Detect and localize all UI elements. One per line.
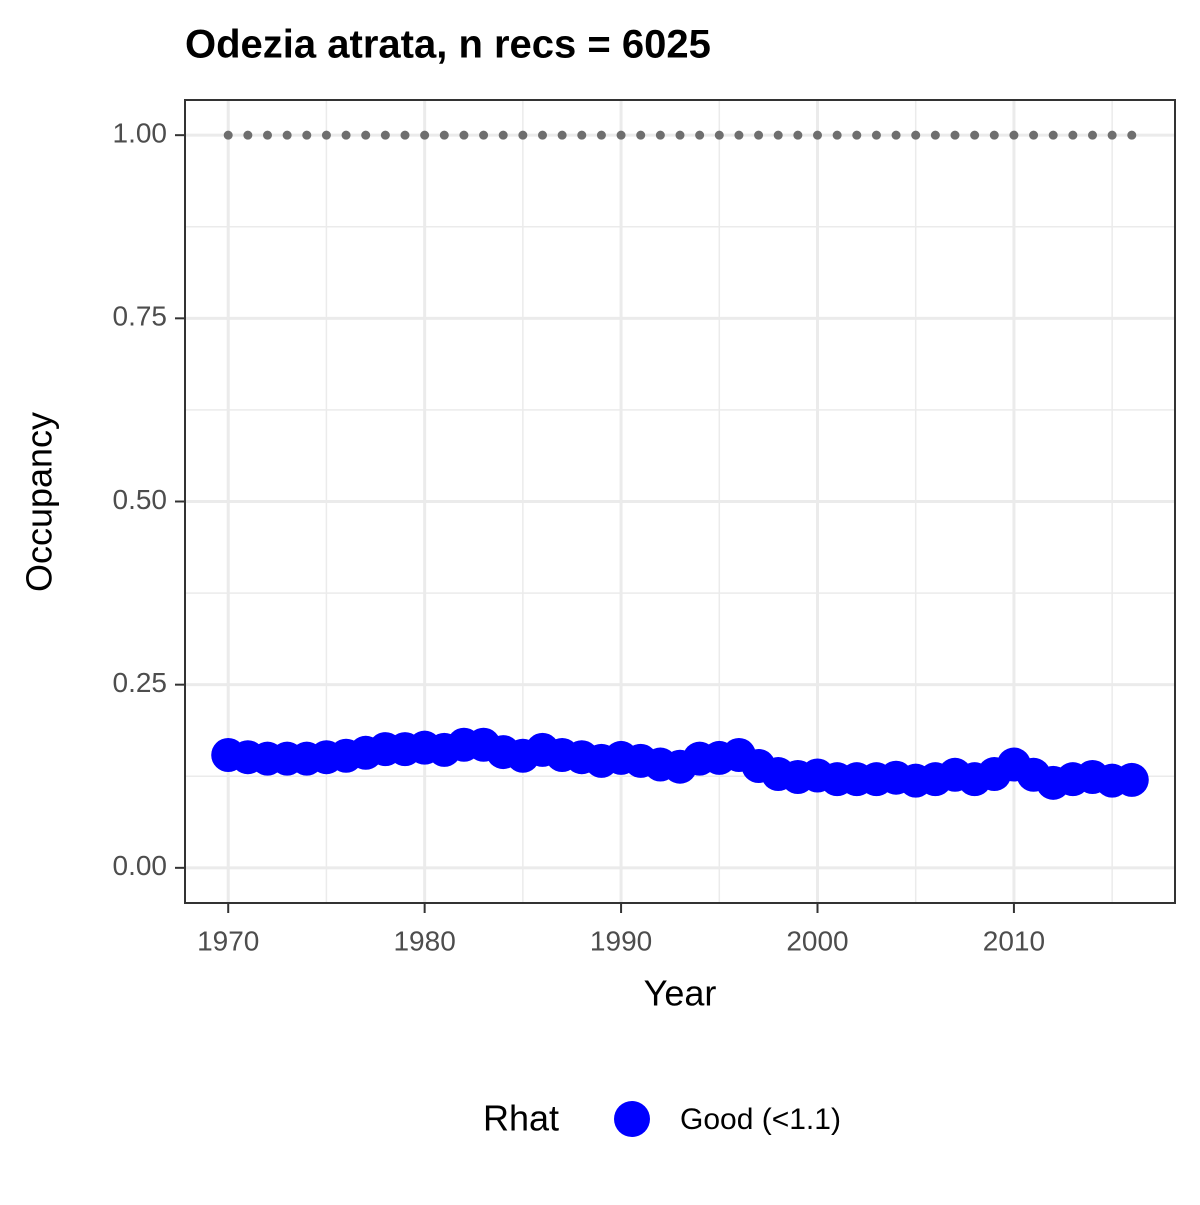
dot bbox=[1068, 130, 1078, 140]
chart-title: Odezia atrata, n recs = 6025 bbox=[185, 23, 711, 67]
dot bbox=[852, 130, 862, 140]
dot bbox=[420, 130, 430, 140]
dot bbox=[891, 130, 901, 140]
dot bbox=[695, 130, 705, 140]
dot bbox=[557, 130, 567, 140]
dot bbox=[714, 130, 724, 140]
dot bbox=[341, 130, 351, 140]
legend-title: Rhat bbox=[483, 1098, 559, 1139]
dot bbox=[479, 130, 489, 140]
x-tick-label: 1990 bbox=[590, 925, 652, 956]
dot bbox=[380, 130, 390, 140]
y-tick-label: 1.00 bbox=[113, 118, 168, 149]
dot bbox=[754, 130, 764, 140]
dot bbox=[1127, 130, 1137, 140]
dot bbox=[282, 130, 292, 140]
y-tick-label: 0.25 bbox=[113, 667, 168, 698]
dot bbox=[930, 130, 940, 140]
dot bbox=[675, 130, 685, 140]
x-tick-label: 1970 bbox=[197, 925, 259, 956]
legend-label: Good (<1.1) bbox=[680, 1103, 841, 1136]
dot bbox=[813, 130, 822, 140]
legend-key bbox=[614, 1101, 650, 1137]
x-tick-label: 2010 bbox=[983, 925, 1045, 956]
dot bbox=[832, 130, 842, 140]
dot bbox=[223, 130, 233, 140]
y-tick-label: 0.75 bbox=[113, 301, 168, 332]
dot bbox=[459, 130, 469, 140]
dot bbox=[616, 130, 626, 140]
y-tick-label: 0.50 bbox=[113, 484, 168, 515]
point bbox=[1114, 762, 1149, 797]
dot bbox=[1107, 130, 1117, 140]
dot bbox=[302, 130, 312, 140]
dot bbox=[911, 130, 921, 140]
dot bbox=[498, 130, 508, 140]
dot bbox=[655, 130, 665, 140]
y-tick-label: 0.00 bbox=[113, 850, 168, 881]
dot bbox=[321, 130, 331, 140]
dot bbox=[1048, 130, 1058, 140]
dot bbox=[243, 130, 253, 140]
dot bbox=[538, 130, 547, 140]
dot bbox=[773, 130, 783, 140]
dot bbox=[970, 130, 980, 140]
dot bbox=[361, 130, 371, 140]
dot bbox=[577, 130, 587, 140]
dot bbox=[734, 130, 744, 140]
dot bbox=[596, 130, 606, 140]
x-axis-title: Year bbox=[644, 973, 717, 1014]
dot bbox=[989, 130, 999, 140]
x-tick-label: 2000 bbox=[786, 925, 848, 956]
dot bbox=[263, 130, 272, 140]
dot bbox=[636, 130, 646, 140]
dot bbox=[1009, 130, 1019, 140]
x-tick-label: 1980 bbox=[393, 925, 455, 956]
dot bbox=[400, 130, 410, 140]
plot-border bbox=[184, 99, 1176, 904]
dot bbox=[1029, 130, 1039, 140]
dot bbox=[518, 130, 528, 140]
dot bbox=[1088, 130, 1097, 140]
dot bbox=[871, 130, 881, 140]
y-axis-title: Occupancy bbox=[19, 412, 60, 592]
dot bbox=[793, 130, 803, 140]
dot bbox=[439, 130, 449, 140]
dot bbox=[950, 130, 960, 140]
